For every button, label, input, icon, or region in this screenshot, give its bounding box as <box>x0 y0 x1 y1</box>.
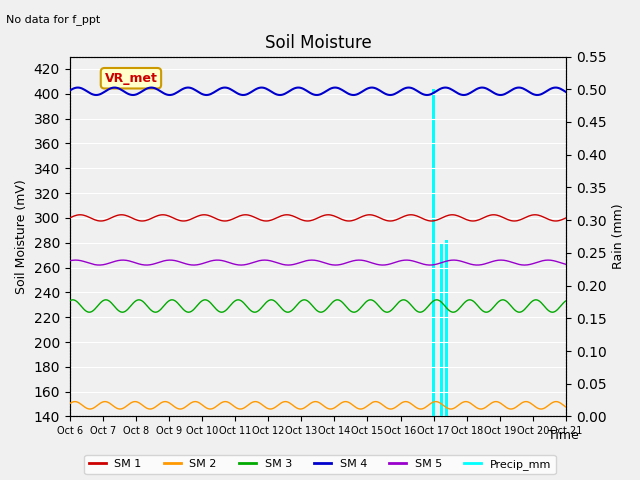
Y-axis label: Rain (mm): Rain (mm) <box>612 204 625 269</box>
Legend: SM 1, SM 2, SM 3, SM 4, SM 5, Precip_mm: SM 1, SM 2, SM 3, SM 4, SM 5, Precip_mm <box>84 455 556 474</box>
Title: Soil Moisture: Soil Moisture <box>264 34 371 52</box>
Text: Time: Time <box>548 429 579 442</box>
Text: No data for f_ppt: No data for f_ppt <box>6 14 100 25</box>
Y-axis label: Soil Moisture (mV): Soil Moisture (mV) <box>15 179 28 294</box>
Bar <box>440 243 444 417</box>
Bar <box>432 89 435 417</box>
Bar <box>445 240 447 417</box>
Text: VR_met: VR_met <box>104 72 157 85</box>
